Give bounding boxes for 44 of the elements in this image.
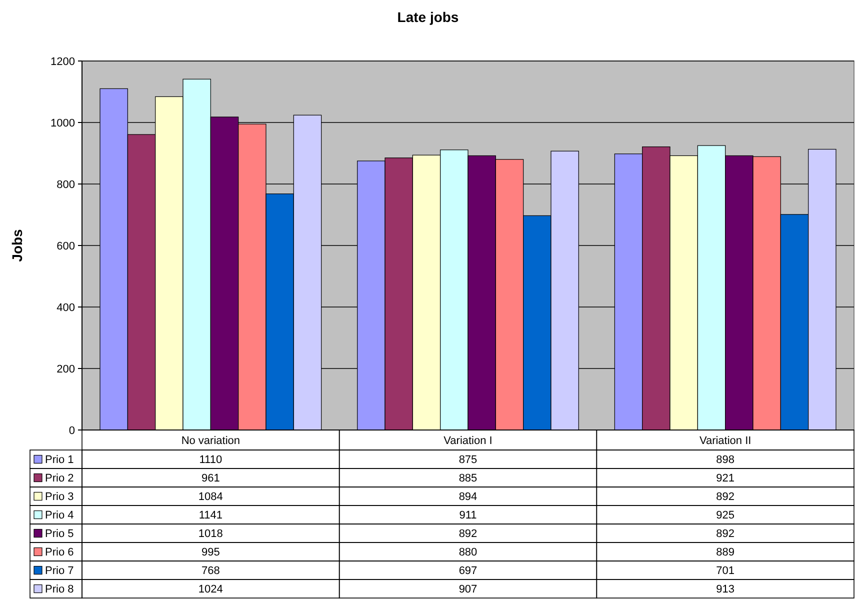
data-label: 892 [716, 528, 735, 540]
data-label: 885 [458, 472, 478, 485]
data-label: 880 [458, 546, 478, 559]
y-tick-label: 400 [56, 302, 75, 314]
legend-label: Prio 6 [45, 546, 74, 559]
y-tick-label: 600 [56, 240, 75, 252]
y-axis-title: Jobs [9, 228, 25, 262]
legend-label: Prio 7 [45, 565, 74, 578]
data-label: 907 [458, 584, 478, 596]
data-label: 1018 [198, 528, 223, 540]
legend-label: Prio 8 [45, 584, 74, 596]
y-tick-label: 200 [56, 363, 75, 376]
data-label: 701 [716, 565, 735, 578]
data-label: 697 [458, 565, 478, 578]
x-tick-label: No variation [181, 434, 240, 447]
data-label: 913 [716, 584, 735, 596]
x-tick-label: Variation I [444, 434, 492, 447]
legend-label: Prio 4 [45, 510, 74, 522]
chart-title: Late jobs [397, 9, 459, 25]
data-label: 898 [716, 454, 735, 466]
data-label: 925 [716, 510, 735, 522]
data-label: 894 [458, 491, 478, 504]
data-label: 768 [201, 565, 220, 578]
data-label: 961 [201, 472, 220, 485]
y-tick-label: 1200 [50, 56, 75, 68]
data-label: 1110 [199, 454, 222, 466]
data-label: 911 [459, 510, 477, 522]
data-label: 1084 [198, 491, 223, 504]
data-label: 875 [458, 454, 478, 466]
data-label: 889 [716, 546, 735, 559]
data-label: 1024 [198, 584, 223, 596]
legend-label: Prio 2 [45, 472, 74, 485]
data-label: 892 [458, 528, 478, 540]
data-label: 921 [716, 472, 735, 485]
legend-label: Prio 1 [45, 454, 74, 466]
y-tick-label: 800 [56, 178, 75, 191]
data-label: 995 [201, 546, 220, 559]
x-tick-label: Variation II [699, 434, 752, 447]
y-tick-label: 0 [68, 424, 75, 437]
legend-label: Prio 3 [45, 491, 74, 504]
data-label: 892 [716, 491, 735, 504]
legend-label: Prio 5 [45, 528, 74, 540]
data-label: 1141 [198, 510, 222, 522]
y-tick-label: 1000 [50, 117, 75, 130]
